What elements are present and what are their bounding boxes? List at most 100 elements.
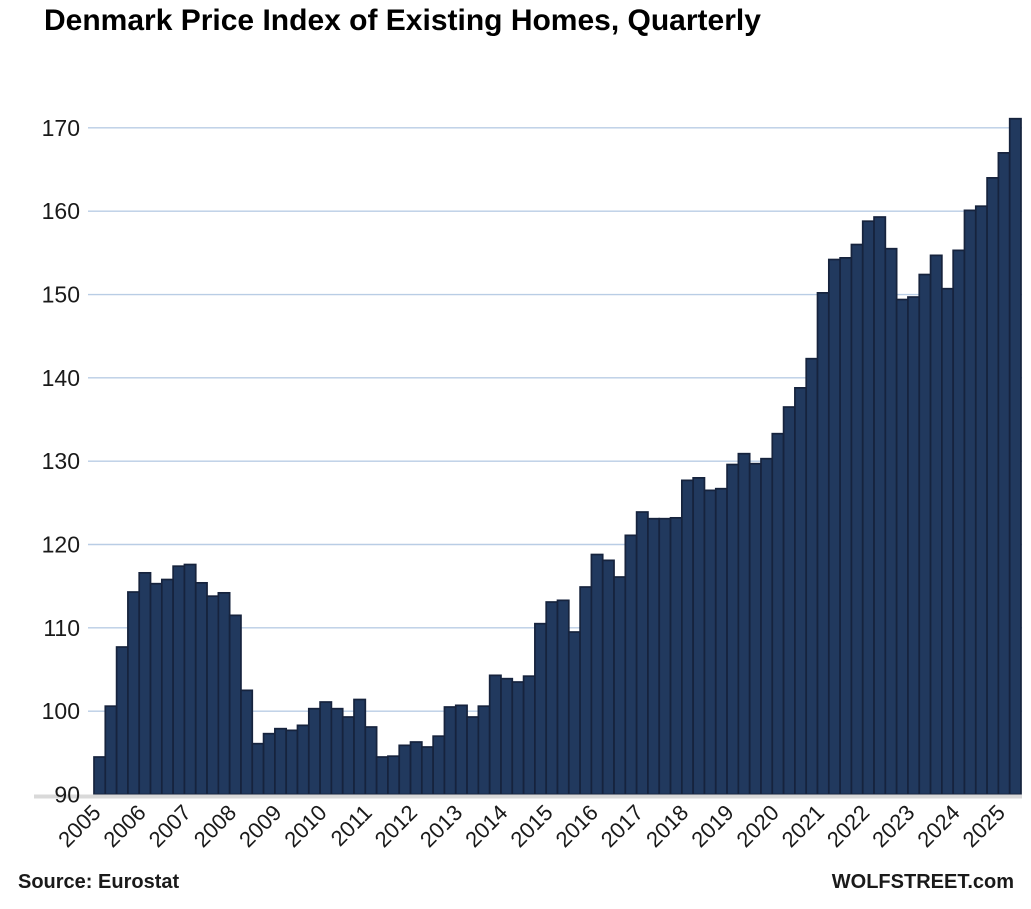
bar — [692, 477, 706, 796]
bar — [963, 209, 977, 796]
x-tick-label-2021: 2021 — [777, 800, 829, 852]
x-tick-label-2012: 2012 — [370, 800, 422, 852]
bar — [635, 511, 649, 796]
bar — [149, 582, 163, 796]
bar — [567, 631, 581, 796]
x-tick-label-2018: 2018 — [641, 800, 693, 852]
bar — [115, 646, 129, 796]
bar — [952, 249, 966, 796]
x-tick-label-2007: 2007 — [144, 800, 196, 852]
bar — [861, 220, 875, 796]
x-tick-label-2010: 2010 — [279, 800, 331, 852]
bar — [1008, 117, 1022, 796]
bar — [601, 559, 615, 796]
x-tick-label-2023: 2023 — [867, 800, 919, 852]
bar — [104, 705, 118, 796]
bar — [556, 599, 570, 796]
bar — [477, 705, 491, 796]
x-tick-label-2019: 2019 — [686, 800, 738, 852]
x-tick-label-2014: 2014 — [460, 800, 512, 852]
bar — [127, 591, 141, 796]
bar — [183, 563, 197, 796]
bar — [387, 755, 401, 796]
bar — [398, 744, 412, 796]
bar — [680, 479, 694, 796]
x-tick-label-2011: 2011 — [326, 800, 377, 851]
x-tick-label-2020: 2020 — [732, 800, 784, 852]
bar — [726, 463, 740, 796]
bar — [827, 258, 841, 796]
bar — [466, 716, 480, 796]
bar — [929, 254, 943, 796]
bar — [782, 406, 796, 796]
x-tick-label-2025: 2025 — [958, 800, 1010, 852]
x-tick-label-2024: 2024 — [912, 800, 964, 852]
bar — [319, 701, 333, 796]
y-tick-label-150: 150 — [42, 282, 80, 308]
bar — [941, 287, 955, 796]
x-tick-label-2022: 2022 — [822, 800, 874, 852]
bar — [500, 677, 514, 796]
bar — [262, 732, 276, 796]
y-tick-label-130: 130 — [42, 448, 80, 474]
bar — [579, 586, 593, 796]
bar — [330, 707, 344, 796]
bar — [545, 601, 559, 796]
bar — [194, 581, 208, 796]
y-tick-label-90: 90 — [54, 782, 80, 808]
bar — [613, 576, 627, 796]
bar — [647, 517, 661, 796]
bar — [274, 727, 288, 796]
bar — [703, 489, 717, 796]
bar — [624, 534, 638, 796]
bar — [240, 689, 254, 796]
bar — [341, 716, 355, 796]
x-tick-label-2013: 2013 — [415, 800, 467, 852]
x-tick-label-2008: 2008 — [189, 800, 241, 852]
bar — [420, 746, 434, 796]
bar — [160, 578, 174, 796]
bar — [669, 516, 683, 796]
wolfstreet-watermark: WOLFSTREET.com — [831, 871, 1014, 893]
bar — [590, 553, 604, 796]
bar — [805, 357, 819, 796]
bar — [172, 565, 186, 796]
bar — [850, 243, 864, 796]
bar — [443, 706, 457, 796]
y-tick-label-140: 140 — [42, 365, 80, 391]
bar — [138, 571, 152, 796]
x-tick-label-2016: 2016 — [551, 800, 603, 852]
x-tick-label-2005: 2005 — [53, 800, 105, 852]
bar — [895, 298, 909, 796]
bar — [794, 387, 808, 796]
bar — [884, 247, 898, 796]
bar — [986, 177, 1000, 796]
x-tick-label-2006: 2006 — [98, 800, 150, 852]
bar — [206, 595, 220, 796]
bar — [307, 707, 321, 796]
y-tick-label-170: 170 — [42, 115, 80, 141]
y-tick-label-160: 160 — [42, 198, 80, 224]
chart-title: Denmark Price Index of Existing Homes, Q… — [44, 4, 761, 37]
bar — [997, 152, 1011, 796]
bar — [217, 591, 231, 796]
bar — [488, 674, 502, 796]
bar — [454, 704, 468, 796]
bar — [93, 756, 107, 796]
bar — [296, 724, 310, 796]
bar — [658, 517, 672, 796]
y-tick-label-120: 120 — [42, 532, 80, 558]
bar — [251, 742, 265, 796]
bar — [816, 292, 830, 796]
bar — [534, 622, 548, 796]
bar — [511, 681, 525, 796]
bar — [228, 614, 242, 796]
y-tick-label-100: 100 — [42, 698, 80, 724]
bar — [714, 487, 728, 796]
x-tick-label-2015: 2015 — [505, 800, 557, 852]
bar — [907, 296, 921, 796]
bar — [364, 726, 378, 796]
bar — [409, 741, 423, 796]
